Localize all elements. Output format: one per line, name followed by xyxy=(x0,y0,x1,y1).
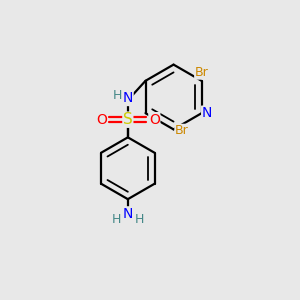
Text: Br: Br xyxy=(175,124,189,137)
Text: N: N xyxy=(202,106,212,120)
Text: Br: Br xyxy=(195,66,208,79)
Text: H: H xyxy=(112,89,122,102)
Text: O: O xyxy=(96,113,107,127)
Text: S: S xyxy=(123,112,133,127)
Text: H: H xyxy=(112,213,121,226)
Text: H: H xyxy=(134,213,144,226)
Text: O: O xyxy=(149,113,160,127)
Text: N: N xyxy=(123,92,133,106)
Text: N: N xyxy=(123,207,133,221)
